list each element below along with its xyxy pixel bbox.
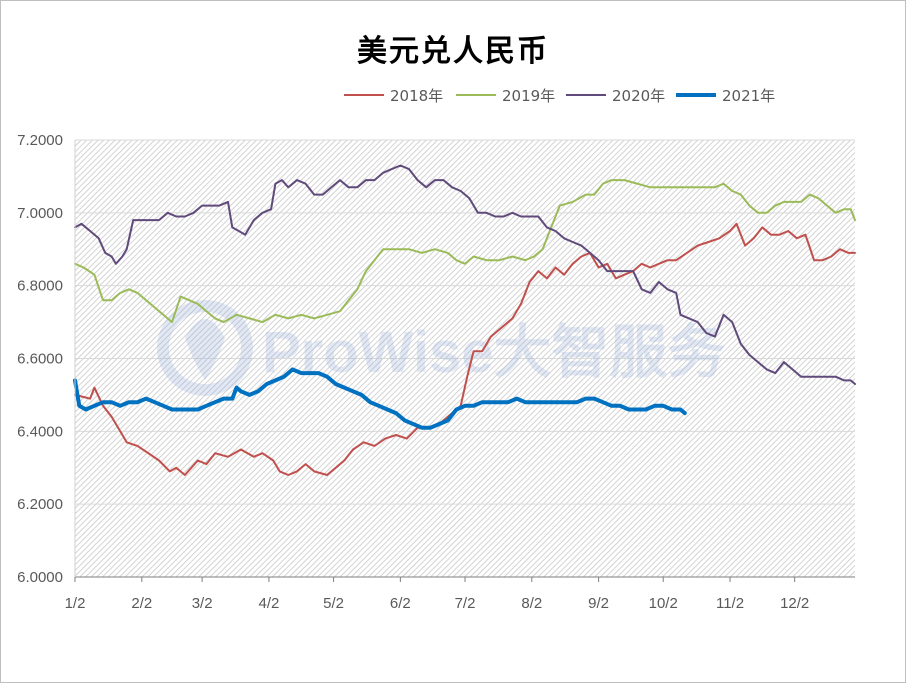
- legend-swatch-2018: [344, 94, 384, 96]
- y-tick-label: 6.0000: [17, 569, 63, 586]
- watermark: ProWise大智服务: [157, 300, 726, 396]
- series-line-2021年: [73, 367, 687, 430]
- watermark-text: ProWise大智服务: [262, 320, 726, 385]
- watermark-logo-ring: [157, 300, 253, 396]
- x-tick-label: 12/2: [780, 595, 809, 612]
- x-tick-label: 4/2: [258, 595, 279, 612]
- x-tick-label: 3/2: [192, 595, 213, 612]
- legend-swatch-2020: [566, 94, 606, 96]
- legend-swatch-2019: [456, 94, 496, 96]
- x-tick-label: 11/2: [716, 595, 744, 612]
- y-tick-label: 6.6000: [17, 351, 63, 368]
- x-axis-ticks: 1/2 2/2 3/2 4/2 5/2 6/2 7/2 8/2 9/2 10/2 11/2 12/2: [65, 577, 809, 612]
- legend-item-2020: 2020年: [566, 84, 665, 106]
- y-tick-label: 6.4000: [17, 423, 63, 440]
- x-tick-label: 7/2: [455, 595, 476, 612]
- y-tick-label: 6.2000: [17, 496, 63, 513]
- series-lines: [73, 164, 856, 476]
- chart-legend: 2018年 2019年 2020年 2021年: [0, 84, 906, 106]
- x-tick-label: 8/2: [521, 595, 542, 612]
- chart-title: 美元兑人民币: [357, 34, 549, 69]
- legend-swatch-2021: [676, 93, 716, 97]
- legend-label-2020: 2020年: [612, 86, 666, 105]
- series-line-2020年: [74, 164, 856, 385]
- watermark-logo-drop: [185, 319, 225, 380]
- x-tick-label: 1/2: [65, 595, 86, 612]
- y-tick-label: 7.2000: [17, 132, 63, 149]
- legend-item-2021: 2021年: [676, 84, 775, 106]
- y-axis-ticks: 6.0000 6.2000 6.4000 6.6000 6.8000 7.0000 7.20…: [17, 132, 63, 586]
- x-tick-label: 9/2: [588, 595, 609, 612]
- legend-item-2018: 2018年: [344, 84, 443, 106]
- x-tick-label: 5/2: [323, 595, 344, 612]
- y-tick-label: 6.8000: [17, 278, 63, 295]
- series-line-2018年: [74, 222, 856, 476]
- y-tick-label: 7.0000: [17, 205, 63, 222]
- legend-item-2019: 2019年: [456, 84, 555, 106]
- gridlines: [75, 139, 855, 505]
- legend-label-2021: 2021年: [722, 86, 776, 105]
- legend-label-2018: 2018年: [390, 86, 444, 105]
- series-line-2019年: [74, 179, 856, 324]
- x-tick-label: 10/2: [649, 595, 678, 612]
- x-tick-label: 6/2: [390, 595, 411, 612]
- legend-label-2019: 2019年: [502, 86, 556, 105]
- x-tick-label: 2/2: [131, 595, 152, 612]
